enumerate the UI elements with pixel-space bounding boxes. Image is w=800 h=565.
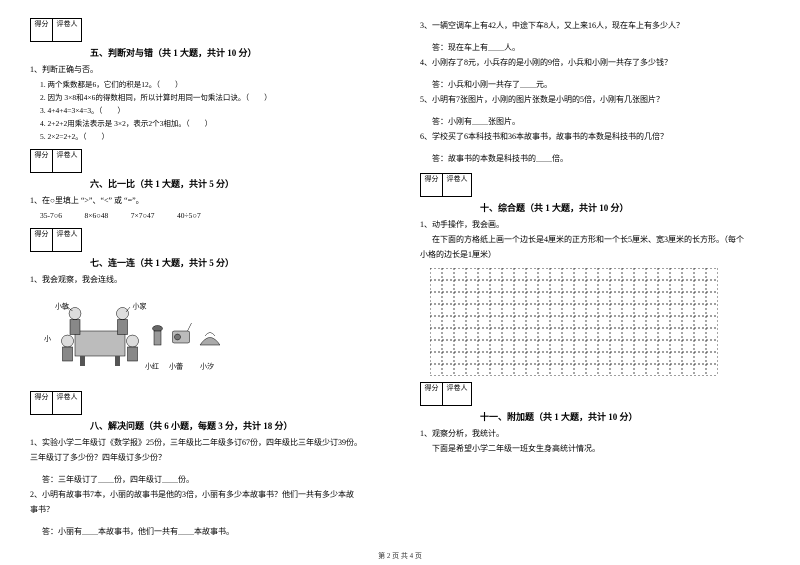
q6-1: 1、在○里填上 “>”、“<” 或 “=”。 <box>30 194 380 208</box>
score-blank-1 <box>31 30 53 41</box>
section-7-title: 七、连一连（共 1 大题，共计 5 分） <box>90 256 380 269</box>
a3: 答：现在车上有＿＿人。 <box>432 41 770 55</box>
score-hdr-1e: 得分 <box>421 174 443 185</box>
score-hdr-1: 得分 <box>31 19 53 30</box>
score-box-8: 得分 评卷人 <box>30 391 82 415</box>
score-hdr-1d: 得分 <box>31 392 53 403</box>
q6-row: 35-7○6 8×6○48 7×7○47 40÷5○7 <box>40 209 380 222</box>
grid-paper <box>430 268 770 376</box>
score-blank-2d <box>53 403 81 414</box>
q11-d: 下面是希望小学二年级一班女生身高统计情况。 <box>432 442 770 456</box>
score-box-6: 得分 评卷人 <box>30 149 82 173</box>
score-hdr-2: 评卷人 <box>53 19 81 30</box>
score-blank-2e <box>443 185 471 196</box>
q7-1: 1、我会观察，我会连线。 <box>30 273 380 287</box>
label-e: 小汐 <box>200 362 214 371</box>
score-hdr-1b: 得分 <box>31 150 53 161</box>
q11-1: 1、观察分析，我统计。 <box>420 427 770 441</box>
score-hdr-2b: 评卷人 <box>53 150 81 161</box>
a6: 答：故事书的本数是科技书的＿＿倍。 <box>432 152 770 166</box>
score-blank-2c <box>53 240 81 251</box>
right-column: 3、一辆空调车上有42人，中途下车8人，又上来16人，现在车上有多少人？ 答：现… <box>400 0 800 540</box>
q5: 5、小明有7张图片，小刚的图片张数是小明的5倍，小刚有几张图片？ <box>420 93 770 107</box>
a8-2: 答：小丽有＿＿本故事书，他们一共有＿＿本故事书。 <box>42 525 380 539</box>
a8-1: 答：三年级订了＿＿份，四年级订＿＿份。 <box>42 473 380 487</box>
q5-s2: 2. 因为 3×8和4×6的得数相同，所以计算时用同一句乘法口诀。（ ） <box>40 91 380 104</box>
a5: 答：小刚有＿＿张图片。 <box>432 115 770 129</box>
section-5-title: 五、判断对与错（共 1 大题，共计 10 分） <box>90 46 380 59</box>
label-a: 小敏 <box>55 302 69 311</box>
a4: 答：小兵和小刚一共存了＿＿元。 <box>432 78 770 92</box>
label-d: 小蕾 <box>169 362 183 371</box>
left-column: 得分 评卷人 五、判断对与错（共 1 大题，共计 10 分） 1、判断正确与否。… <box>0 0 400 540</box>
section-11-title: 十一、附加题（共 1 大题，共计 10 分） <box>480 410 770 423</box>
q5-s5: 5. 2×2=2+2。（ ） <box>40 130 380 143</box>
score-hdr-2f: 评卷人 <box>443 383 471 394</box>
score-hdr-2c: 评卷人 <box>53 229 81 240</box>
score-blank-2f <box>443 394 471 405</box>
q10-1: 1、动手操作，我会画。 <box>420 218 770 232</box>
connect-image: 小敏 小家 小 <box>40 291 220 381</box>
score-blank-2b <box>53 161 81 172</box>
label-c: 小红 <box>145 362 159 371</box>
q10-d1: 在下面的方格纸上画一个边长是4厘米的正方形和一个长5厘米、宽3厘米的长方形。（每… <box>432 233 770 247</box>
q5-s4: 4. 2+2+2用乘法表示是 3×2，表示2个3相加。（ ） <box>40 117 380 130</box>
q5-1: 1、判断正确与否。 <box>30 63 380 77</box>
q5-s3: 3. 4+4+4=3×4=3。（ ） <box>40 104 380 117</box>
q8-1b: 三年级订了多少份？四年级订多少份？ <box>30 451 380 465</box>
q3: 3、一辆空调车上有42人，中途下车8人，又上来16人，现在车上有多少人？ <box>420 19 770 33</box>
q8-2b: 事书？ <box>30 503 380 517</box>
page-footer: 第 2 页 共 4 页 <box>0 551 800 561</box>
score-blank-1b <box>31 161 53 172</box>
q6: 6、学校买了6本科技书和36本故事书，故事书的本数是科技书的几倍？ <box>420 130 770 144</box>
label-b: 小家 <box>133 302 147 311</box>
score-blank-2 <box>53 30 81 41</box>
score-box-11: 得分 评卷人 <box>420 382 472 406</box>
q8-2a: 2、小明有故事书7本，小丽的故事书是他的3倍，小丽有多少本故事书？他们一共有多少… <box>30 488 380 502</box>
score-blank-1d <box>31 403 53 414</box>
score-blank-1c <box>31 240 53 251</box>
q8-1a: 1、实验小学二年级订《数学报》25份，三年级比二年级多订67份，四年级比三年级少… <box>30 436 380 450</box>
section-8-title: 八、解决问题（共 6 小题，每题 3 分，共计 18 分） <box>90 419 380 432</box>
score-box-5: 得分 评卷人 <box>30 18 82 42</box>
score-hdr-1c: 得分 <box>31 229 53 240</box>
score-hdr-1f: 得分 <box>421 383 443 394</box>
q10-d2: 小格的边长是1厘米） <box>420 248 770 262</box>
score-hdr-2d: 评卷人 <box>53 392 81 403</box>
score-box-7: 得分 评卷人 <box>30 228 82 252</box>
section-10-title: 十、综合题（共 1 大题，共计 10 分） <box>480 201 770 214</box>
score-blank-1e <box>421 185 443 196</box>
q5-s1: 1. 两个乘数都是6，它们的积是12。（ ） <box>40 78 380 91</box>
q4: 4、小刚存了8元，小兵存的是小刚的9倍，小兵和小刚一共存了多少钱？ <box>420 56 770 70</box>
score-box-10: 得分 评卷人 <box>420 173 472 197</box>
score-hdr-2e: 评卷人 <box>443 174 471 185</box>
score-blank-1f <box>421 394 443 405</box>
section-6-title: 六、比一比（共 1 大题，共计 5 分） <box>90 177 380 190</box>
label-left: 小 <box>44 334 51 343</box>
